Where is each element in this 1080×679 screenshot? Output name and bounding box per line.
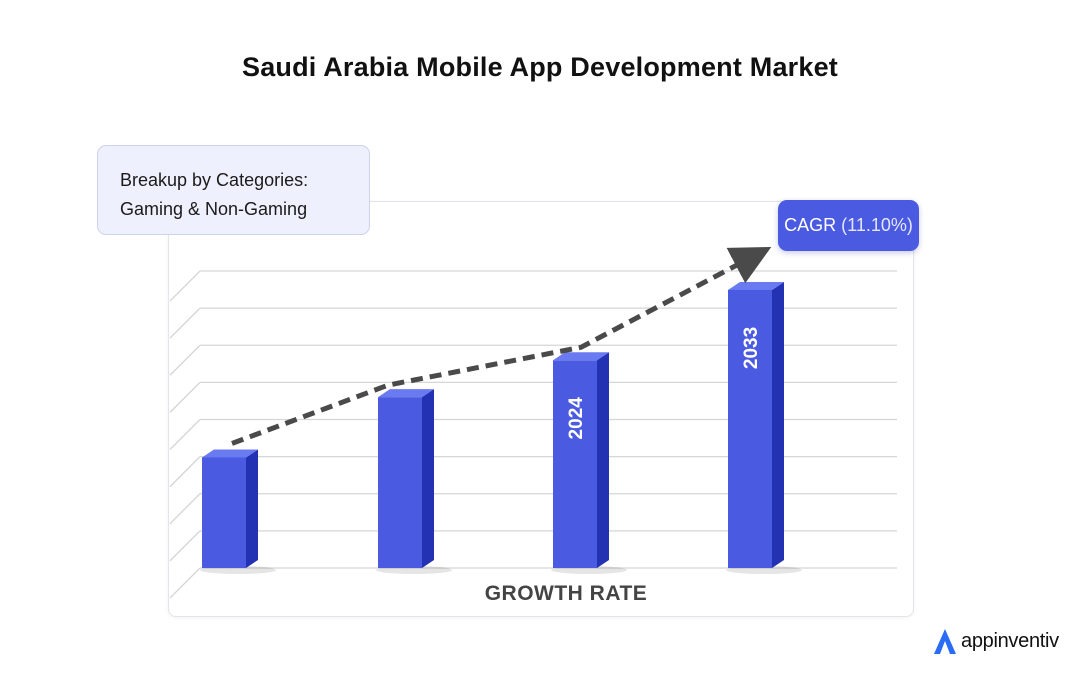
bar-category-label: 2024 — [566, 397, 587, 440]
bar-top — [728, 281, 784, 290]
grid-line-depth — [169, 381, 201, 413]
appinventiv-logo-icon — [934, 629, 956, 654]
grid-line-depth — [169, 456, 201, 488]
x-axis-label: GROWTH RATE — [485, 582, 648, 605]
grid-line-depth — [169, 307, 201, 339]
bar-top — [202, 449, 258, 458]
category-legend: Breakup by Categories: Gaming & Non-Gami… — [97, 145, 370, 235]
grid-line-depth — [169, 493, 201, 525]
trend-arrow — [231, 246, 772, 446]
brand-logo: appinventiv — [932, 624, 1059, 658]
bar — [202, 457, 246, 568]
cagr-label: CAGR — [784, 215, 837, 235]
page-title: Saudi Arabia Mobile App Development Mark… — [241, 52, 838, 82]
bar-side — [422, 389, 434, 568]
bar — [378, 397, 422, 568]
grid-line-depth — [169, 419, 201, 450]
bar — [728, 289, 772, 568]
bar-top — [553, 352, 609, 361]
grid-line-depth — [169, 270, 201, 302]
bars — [200, 281, 802, 574]
brand-name: appinventiv — [961, 629, 1059, 652]
cagr-value: (11.10%) — [841, 215, 913, 235]
bar-side — [597, 352, 609, 568]
grid-line-depth — [169, 530, 201, 562]
legend-line-2: Gaming & Non-Gaming — [120, 199, 308, 219]
bar-side — [246, 449, 258, 568]
bar-labels: 2024 2033 — [566, 327, 762, 440]
legend-line-1: Breakup by Categories: — [120, 170, 309, 190]
cagr-badge: CAGR (11.10%) — [778, 200, 919, 251]
grid-lines — [169, 270, 897, 599]
bar-category-label: 2033 — [741, 327, 762, 369]
bar-top — [378, 389, 434, 398]
bar — [553, 360, 597, 568]
grid-line-depth — [169, 344, 201, 376]
chart-card — [168, 201, 914, 617]
trend-line — [231, 246, 772, 446]
grid-line-depth — [169, 567, 201, 599]
bar-side — [772, 281, 784, 568]
